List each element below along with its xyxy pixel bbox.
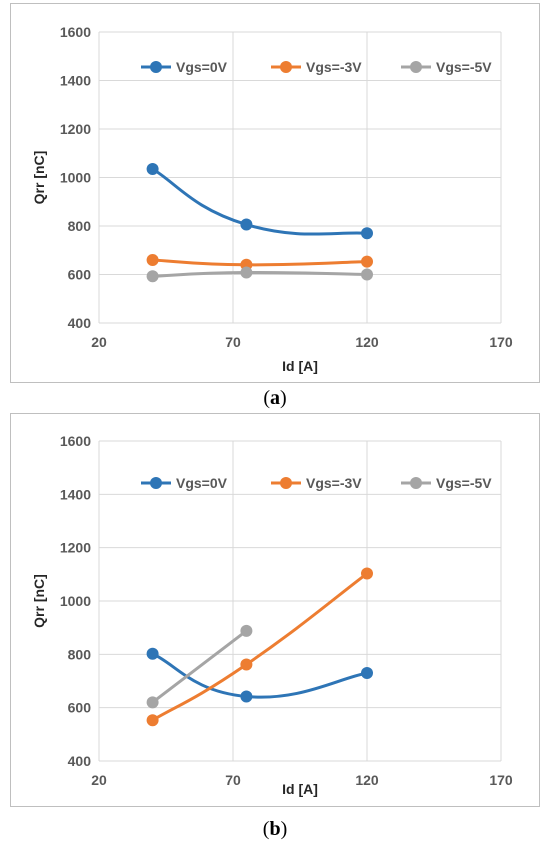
caption-b-close: ) [280,818,288,840]
chart-b-x-tick-label: 170 [489,772,513,788]
caption-b: (b) [0,818,550,841]
chart-a-y-tick-label: 1200 [60,121,91,137]
chart-b-legend-swatch-marker [280,477,292,489]
chart-a-y-tick-label: 1600 [60,24,91,40]
chart-b-series-line-2 [151,629,248,704]
chart-b-series-point-0 [146,647,159,660]
chart-a-legend-swatch-marker [150,61,162,73]
chart-b-y-tick-label: 800 [68,646,92,662]
chart-a-x-tick-label: 170 [489,334,513,350]
chart-a-x-tick-label: 70 [225,334,241,350]
caption-a-close: ) [280,387,287,409]
chart-a-y-axis-label: Qrr [nC] [31,151,47,205]
chart-b-legend-label: Vgs=-5V [436,475,492,491]
chart-a-x-tick-label: 20 [91,334,107,350]
caption-a-open: ( [263,387,270,409]
chart-a-series-point-2 [240,266,253,279]
chart-a-series-point-0 [240,218,253,231]
chart-b-x-axis-label: Id [A] [282,781,318,797]
chart-a-series-line-0 [151,167,369,236]
chart-b-series-point-1 [146,714,159,727]
chart-b-x-tick-label: 70 [225,772,241,788]
chart-b-series-point-0 [240,690,253,703]
chart-a-x-tick-label: 120 [355,334,379,350]
caption-b-letter: b [269,818,281,840]
chart-a-series-point-0 [361,227,373,240]
chart-b-legend-swatch-marker [150,477,162,489]
chart-b-x-tick-label: 120 [355,772,379,788]
chart-a-legend-label: Vgs=0V [176,59,228,75]
caption-a-letter: a [270,387,280,409]
chart-panel-b: 400 600 800 1000 1200 1400 1600 20 70 120 170 Id [A… [10,413,540,807]
chart-b-series-point-0 [361,667,373,679]
chart-a-legend-label: Vgs=-5V [436,59,492,75]
chart-a-series-point-1 [146,253,159,266]
chart-a-series-point-2 [146,270,159,283]
chart-a-series-point-1 [361,255,373,268]
chart-panel-a: 400 600 800 1000 1200 1400 1600 20 70 120 170 Id [A… [10,3,540,383]
chart-a-series-line-1 [151,258,369,267]
chart-a-legend-swatch-marker [410,61,422,73]
chart-a-y-tick-label: 600 [68,267,92,283]
chart-a-legend-label: Vgs=-3V [306,59,362,75]
chart-b-legend-label: Vgs=0V [176,475,228,491]
chart-a-y-tick-label: 1000 [60,170,91,186]
chart-a-x-axis-label: Id [A] [282,358,318,374]
caption-a: (a) [0,387,550,410]
chart-a-y-tick-label: 400 [68,315,92,331]
chart-b-y-tick-label: 600 [68,700,92,716]
chart-b-series-point-2 [240,624,253,637]
caption-b-open: ( [262,818,270,840]
chart-b-legend-swatch-marker [410,477,422,489]
chart-a-y-tick-label: 800 [68,218,92,234]
chart-a-series-point-0 [146,163,159,176]
chart-a-legend-swatch-marker [280,61,292,73]
chart-b-y-tick-label: 400 [68,753,92,769]
chart-b-y-tick-label: 1400 [60,486,91,502]
chart-b-series-point-2 [146,696,159,709]
chart-b-y-tick-label: 1200 [60,540,91,556]
chart-b-y-tick-label: 1000 [60,593,91,609]
chart-b-legend-label: Vgs=-3V [306,475,362,491]
chart-b-svg: 400 600 800 1000 1200 1400 1600 20 70 120 170 Id [A… [31,433,513,797]
chart-a-series-point-2 [361,268,373,281]
chart-a-y-tick-label: 1400 [60,73,91,89]
chart-b-y-tick-label: 1600 [60,433,91,449]
chart-b-series-point-1 [240,658,253,671]
chart-b-x-tick-label: 20 [91,772,107,788]
chart-a-svg: 400 600 800 1000 1200 1400 1600 20 70 120 170 Id [A… [31,24,513,374]
chart-b-series-point-1 [361,567,373,580]
chart-b-y-axis-label: Qrr [nC] [31,574,47,628]
chart-b-series-line-0 [151,652,369,699]
